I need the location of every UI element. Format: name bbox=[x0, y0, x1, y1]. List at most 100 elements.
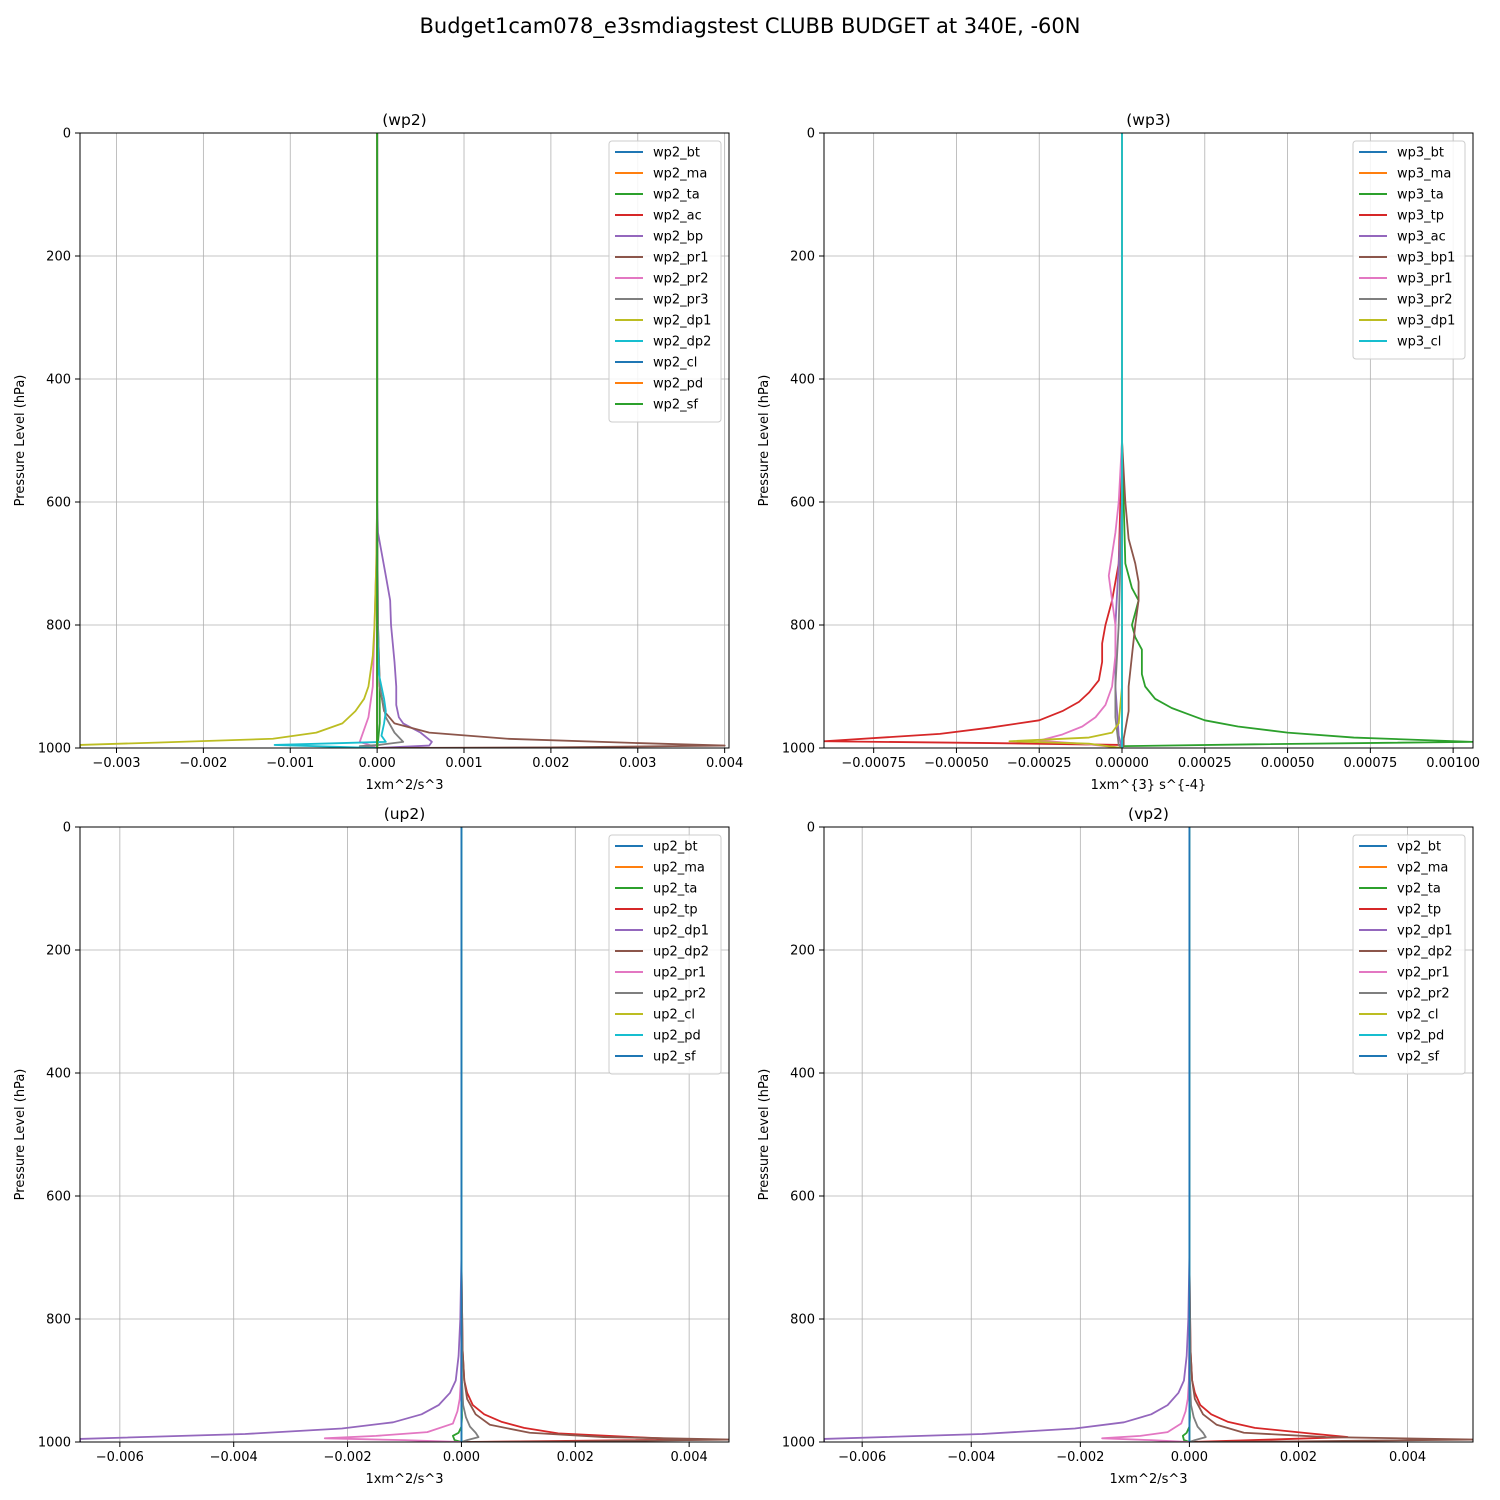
panel-title: (up2) bbox=[384, 805, 426, 823]
legend-label: up2_ta bbox=[653, 882, 697, 897]
x-tick-label: 0.00025 bbox=[1178, 756, 1232, 771]
series-line-up2_pr2 bbox=[460, 827, 480, 1442]
y-tick-label: 800 bbox=[790, 619, 815, 634]
series-lines bbox=[80, 827, 729, 1442]
legend-label: wp3_ma bbox=[1397, 167, 1451, 182]
x-tick-label: −0.003 bbox=[92, 756, 140, 771]
legend: wp2_bt wp2_ma wp2_ta wp2_ac wp2_bp wp2_pr1 wp2… bbox=[608, 140, 722, 423]
axes-frame bbox=[79, 826, 730, 1443]
y-axis-label: Pressure Level (hPa) bbox=[757, 375, 772, 507]
legend-label: vp2_pr2 bbox=[1397, 987, 1450, 1002]
panel-title: (wp3) bbox=[1126, 111, 1170, 129]
y-tick-label: 600 bbox=[46, 1190, 71, 1205]
y-tick-label: 800 bbox=[790, 1313, 815, 1328]
legend-label: up2_dp2 bbox=[653, 945, 709, 960]
series-line-wp2_pr3 bbox=[358, 133, 405, 748]
legend-label: up2_pr2 bbox=[653, 987, 706, 1002]
series-line-wp2_dp2 bbox=[273, 133, 387, 748]
figure-title: Budget1cam078_e3smdiagstest CLUBB BUDGET… bbox=[419, 14, 1081, 38]
legend-label: wp2_pr2 bbox=[653, 272, 709, 287]
x-tick-label: 0.002 bbox=[557, 1450, 594, 1465]
series-line-wp3_bp1 bbox=[1121, 133, 1140, 748]
legend-label: up2_cl bbox=[653, 1008, 695, 1023]
axes-frame bbox=[823, 826, 1474, 1443]
legend-label: vp2_cl bbox=[1397, 1008, 1438, 1023]
legend-label: vp2_tp bbox=[1397, 903, 1441, 918]
y-tick-label: 0 bbox=[807, 821, 815, 836]
y-tick-label: 1000 bbox=[782, 742, 815, 757]
y-tick-label: 200 bbox=[46, 944, 71, 959]
x-tick-label: −0.004 bbox=[210, 1450, 258, 1465]
x-tick-label: 0.002 bbox=[1280, 1450, 1317, 1465]
legend-label: vp2_sf bbox=[1397, 1050, 1439, 1065]
series-lines bbox=[824, 827, 1473, 1442]
x-tick-label: 0.000 bbox=[1171, 1450, 1208, 1465]
axes-frame bbox=[823, 132, 1474, 749]
x-tick-label: 0.00075 bbox=[1343, 756, 1397, 771]
chart-panel-0: −0.003 −0.002 −0.001 0.000 0.001 0.002 0.003 0.… bbox=[13, 111, 743, 793]
series-line-wp3_ta bbox=[1121, 133, 1473, 748]
x-tick-label: 0.00000 bbox=[1095, 756, 1149, 771]
legend-label: vp2_pr1 bbox=[1397, 966, 1450, 981]
x-tick-label: −0.006 bbox=[96, 1450, 144, 1465]
x-tick-label: 0.000 bbox=[359, 756, 396, 771]
legend-label: wp2_pd bbox=[653, 377, 703, 392]
panel-title: (vp2) bbox=[1128, 805, 1169, 823]
series-line-vp2_dp1 bbox=[824, 827, 1191, 1442]
y-axis-label: Pressure Level (hPa) bbox=[13, 375, 28, 507]
series-line-vp2_tp bbox=[1188, 827, 1349, 1442]
legend-label: wp2_ta bbox=[653, 188, 700, 203]
legend-label: wp2_ma bbox=[653, 167, 707, 182]
legend-label: wp2_cl bbox=[653, 356, 697, 371]
x-tick-label: 0.000 bbox=[443, 1450, 480, 1465]
y-axis-label: Pressure Level (hPa) bbox=[757, 1069, 772, 1201]
legend-box bbox=[1352, 140, 1466, 360]
x-axis-label: 1xm^2/s^3 bbox=[365, 778, 443, 793]
y-tick-label: 600 bbox=[790, 496, 815, 511]
series-line-up2_pr1 bbox=[323, 827, 463, 1442]
legend-label: wp3_cl bbox=[1397, 335, 1441, 350]
series-lines bbox=[824, 133, 1473, 748]
series-line-vp2_pr2 bbox=[1188, 827, 1207, 1442]
legend-label: wp2_sf bbox=[653, 398, 698, 413]
x-tick-label: 0.001 bbox=[445, 756, 482, 771]
chart-panel-3: −0.006 −0.004 −0.002 0.000 0.002 0.004 0 200 400… bbox=[757, 805, 1474, 1487]
legend-label: vp2_ta bbox=[1397, 882, 1441, 897]
x-tick-label: −0.00025 bbox=[1007, 756, 1072, 771]
y-tick-label: 600 bbox=[46, 496, 71, 511]
x-axis-label: 1xm^2/s^3 bbox=[365, 1472, 443, 1487]
y-tick-label: 800 bbox=[46, 619, 71, 634]
legend-label: wp3_pr1 bbox=[1397, 272, 1453, 287]
x-tick-label: −0.001 bbox=[266, 756, 314, 771]
y-tick-label: 200 bbox=[790, 944, 815, 959]
legend: up2_bt up2_ma up2_ta up2_tp up2_dp1 up2_dp2up… bbox=[608, 834, 722, 1075]
legend-label: up2_pd bbox=[653, 1029, 701, 1044]
legend-label: up2_bt bbox=[653, 840, 698, 855]
x-tick-label: 0.004 bbox=[1389, 1450, 1426, 1465]
legend-label: wp2_pr3 bbox=[653, 293, 709, 308]
legend-label: up2_dp1 bbox=[653, 924, 709, 939]
series-line-vp2_pr1 bbox=[1101, 827, 1191, 1442]
legend-label: vp2_pd bbox=[1397, 1029, 1444, 1044]
legend-label: wp2_dp1 bbox=[653, 314, 711, 329]
x-tick-label: −0.002 bbox=[1056, 1450, 1104, 1465]
x-tick-label: −0.00075 bbox=[841, 756, 906, 771]
chart-panel-1: −0.00075 −0.00050 −0.00025 0.00000 0.00025 0.… bbox=[757, 111, 1480, 793]
legend-label: wp2_pr1 bbox=[653, 251, 709, 266]
series-line-wp3_tp bbox=[824, 133, 1123, 748]
legend: vp2_bt vp2_ma vp2_ta vp2_tp vp2_dp1 vp2_dp2vp… bbox=[1352, 834, 1466, 1075]
y-tick-label: 1000 bbox=[38, 1436, 71, 1451]
series-line-wp3_pr1 bbox=[1038, 133, 1123, 748]
legend-label: wp3_pr2 bbox=[1397, 293, 1453, 308]
legend-label: wp2_bt bbox=[653, 146, 700, 161]
legend-label: up2_tp bbox=[653, 903, 698, 918]
axes-frame bbox=[79, 132, 730, 749]
x-tick-label: 0.003 bbox=[619, 756, 656, 771]
y-tick-label: 400 bbox=[46, 1067, 71, 1082]
legend-label: wp3_ta bbox=[1397, 188, 1444, 203]
legend-label: up2_pr1 bbox=[653, 966, 706, 981]
x-tick-label: −0.002 bbox=[179, 756, 227, 771]
y-tick-label: 400 bbox=[790, 373, 815, 388]
legend-label: wp2_dp2 bbox=[653, 335, 711, 350]
y-tick-label: 400 bbox=[46, 373, 71, 388]
